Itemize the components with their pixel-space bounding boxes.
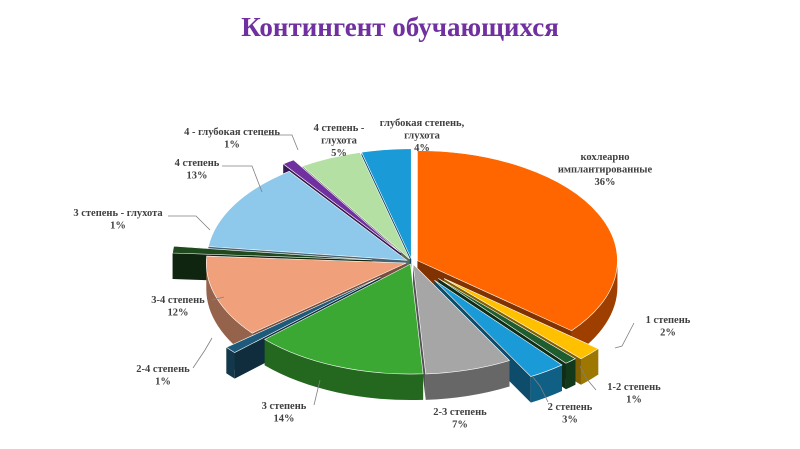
pie-slice	[301, 152, 410, 260]
slice-percent: 14%	[274, 414, 295, 425]
slice-label: 4 степень 13%	[175, 158, 220, 182]
slice-side	[206, 263, 253, 360]
slice-name: глухота	[404, 131, 441, 142]
slice-label: 1-2 степень 1%	[607, 382, 661, 406]
slice-percent: 12%	[168, 308, 189, 319]
slice-name: 3 степень	[262, 401, 307, 412]
slice-percent: 13%	[187, 171, 208, 182]
slice-percent: 5%	[331, 148, 347, 159]
leader-line	[531, 375, 549, 403]
slice-side	[565, 358, 576, 390]
slice-percent: 3%	[562, 415, 578, 426]
slice-name: 3-4 степень	[151, 295, 205, 306]
slice-label: 3 степень - глухота 1%	[73, 208, 163, 232]
pie-slice	[172, 245, 373, 261]
pie-slice	[205, 255, 407, 334]
pie-slice	[443, 278, 599, 360]
slice-label: 2-3 степень 7%	[433, 407, 487, 431]
slice-side	[264, 339, 424, 401]
slice-name: кохлеарно	[580, 152, 629, 163]
slice-label: 3 степень 14%	[262, 401, 307, 425]
pie-slice	[434, 279, 563, 377]
slice-percent: 36%	[595, 177, 616, 188]
slice-percent: 1%	[155, 377, 171, 388]
slice-label: 4 степень - глухота 5%	[314, 123, 365, 159]
leader-line	[168, 215, 211, 231]
pie-slice	[361, 148, 412, 259]
slice-side	[425, 360, 510, 400]
pie-slice	[438, 278, 576, 364]
slice-name: глубокая степень,	[380, 118, 465, 129]
slice-name: 2 степень	[548, 402, 593, 413]
pie-slice	[412, 263, 511, 375]
leader-line	[614, 322, 635, 349]
slice-name: 3 степень - глухота	[73, 208, 163, 219]
slice-label: 1 степень 2%	[646, 315, 691, 339]
pie-labels: кохлеарно имплантированные 36%1 степень 2%1…	[73, 118, 690, 431]
pie-tops	[172, 148, 618, 377]
slice-name: 4 степень	[175, 158, 220, 169]
slice-percent: 1%	[626, 395, 642, 406]
slice-percent: 1%	[224, 140, 240, 151]
slice-name: 1 степень	[646, 315, 691, 326]
slice-percent: 2%	[660, 328, 676, 339]
pie-slice	[225, 277, 381, 353]
slice-wall	[413, 264, 426, 400]
leader-line	[262, 134, 299, 151]
pie-slice	[208, 170, 408, 261]
slice-name: имплантированные	[558, 165, 653, 176]
chart-title: Контингент обучающихся	[241, 12, 559, 42]
leader-line	[313, 379, 321, 406]
slice-label: 2-4 степень 1%	[136, 364, 190, 388]
pie-slice	[264, 263, 424, 375]
slice-name: 4 - глубокая степень	[184, 127, 280, 138]
slice-name: 1-2 степень	[607, 382, 661, 393]
slice-label: 3-4 степень 12%	[151, 295, 205, 319]
slice-label: 4 - глубокая степень 1%	[184, 127, 280, 151]
slice-name: 4 степень -	[314, 123, 365, 134]
leader-line	[211, 296, 225, 301]
slice-side	[226, 347, 235, 379]
slice-percent: 7%	[452, 420, 468, 431]
pie-slice	[282, 159, 401, 254]
slice-label: глубокая степень, глухота 4%	[380, 118, 465, 154]
leader-line	[579, 365, 597, 391]
slice-label: 2 степень 3%	[548, 402, 593, 426]
slice-percent: 1%	[110, 221, 126, 232]
slice-label: кохлеарно имплантированные 36%	[558, 152, 653, 188]
pie-slice	[417, 150, 618, 332]
slice-name: 2-4 степень	[136, 364, 190, 375]
slice-name: глухота	[321, 136, 358, 147]
slice-percent: 4%	[414, 143, 430, 154]
slice-name: 2-3 степень	[433, 407, 487, 418]
slice-side	[571, 260, 618, 357]
leader-line	[192, 337, 213, 369]
leader-line	[222, 165, 263, 193]
